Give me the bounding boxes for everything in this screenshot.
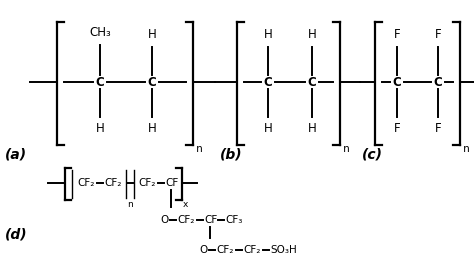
Text: CF₂: CF₂: [138, 178, 155, 188]
Text: C: C: [434, 76, 442, 89]
Text: (b): (b): [220, 147, 243, 161]
Text: n: n: [461, 144, 470, 154]
Text: O: O: [161, 215, 169, 225]
Text: H: H: [147, 121, 156, 134]
Text: C: C: [147, 76, 156, 89]
Text: H: H: [96, 121, 104, 134]
Text: n: n: [194, 144, 203, 154]
Text: CF₂: CF₂: [77, 178, 94, 188]
Text: H: H: [264, 121, 273, 134]
Text: C: C: [264, 76, 273, 89]
Text: F: F: [394, 28, 401, 41]
Text: CH₃: CH₃: [89, 25, 111, 38]
Text: (c): (c): [362, 147, 383, 161]
Text: CF₃: CF₃: [225, 215, 242, 225]
Text: H: H: [147, 28, 156, 41]
Text: CF₂: CF₂: [104, 178, 121, 188]
Text: n: n: [341, 144, 350, 154]
Text: (a): (a): [5, 147, 27, 161]
Text: C: C: [96, 76, 104, 89]
Text: H: H: [308, 28, 316, 41]
Text: C: C: [392, 76, 401, 89]
Text: x: x: [183, 200, 188, 209]
Text: CF: CF: [165, 178, 178, 188]
Text: CF: CF: [204, 215, 217, 225]
Text: (d): (d): [5, 228, 27, 242]
Text: CF₂: CF₂: [216, 245, 233, 255]
Text: F: F: [435, 121, 441, 134]
Text: F: F: [435, 28, 441, 41]
Text: C: C: [308, 76, 316, 89]
Text: CF₂: CF₂: [243, 245, 260, 255]
Text: SO₃H: SO₃H: [270, 245, 297, 255]
Text: O: O: [200, 245, 208, 255]
Text: H: H: [264, 28, 273, 41]
Text: n: n: [127, 200, 133, 209]
Text: CF₂: CF₂: [177, 215, 194, 225]
Text: H: H: [308, 121, 316, 134]
Text: F: F: [394, 121, 401, 134]
